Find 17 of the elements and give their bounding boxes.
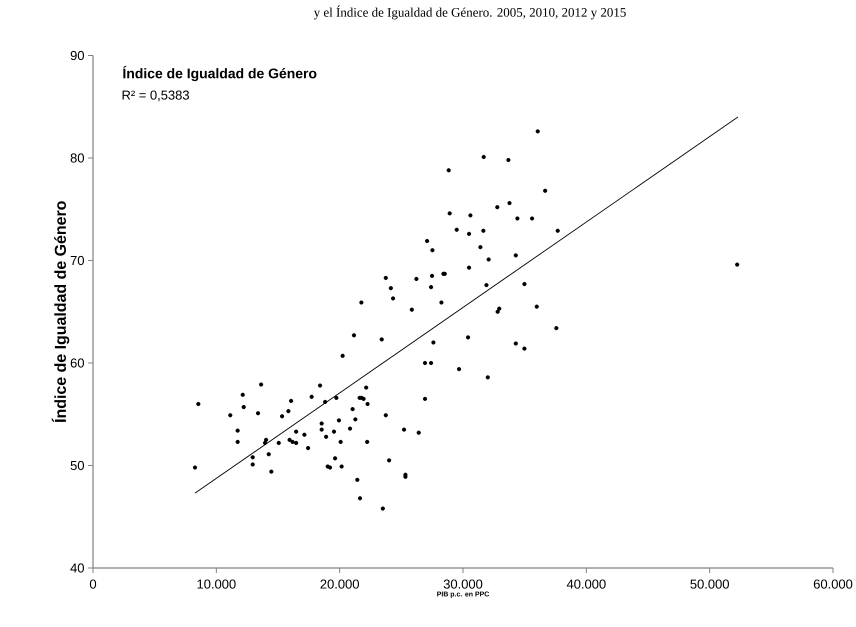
x-tick-label: 30.000: [444, 579, 482, 589]
y-tick-label: 70: [70, 256, 84, 266]
y-tick-label: 80: [70, 153, 84, 163]
text: Índice de Igualdad de Género: [123, 66, 316, 82]
y-tick-label: 90: [70, 50, 84, 60]
y-axis-title: Índice de Igualdad de Género: [52, 201, 70, 422]
x-tick-label: 10.000: [198, 579, 236, 589]
x-tick-label: 0: [90, 579, 96, 589]
x-tick-label: 40.000: [566, 579, 606, 589]
x-tick-label: 60.000: [814, 579, 852, 589]
text: y el Índice de Igualdad de Género. 2005, 2010, 2012 y 2015: [314, 6, 626, 20]
y-tick-label: 60: [70, 358, 84, 368]
y-tick-label: 40: [70, 563, 84, 573]
x-tick-label: 50.000: [690, 579, 729, 589]
y-tick-label: 50: [70, 460, 84, 470]
x-tick-label: 20.000: [320, 579, 359, 589]
annotation: R² = 0,5383: [122, 90, 189, 102]
